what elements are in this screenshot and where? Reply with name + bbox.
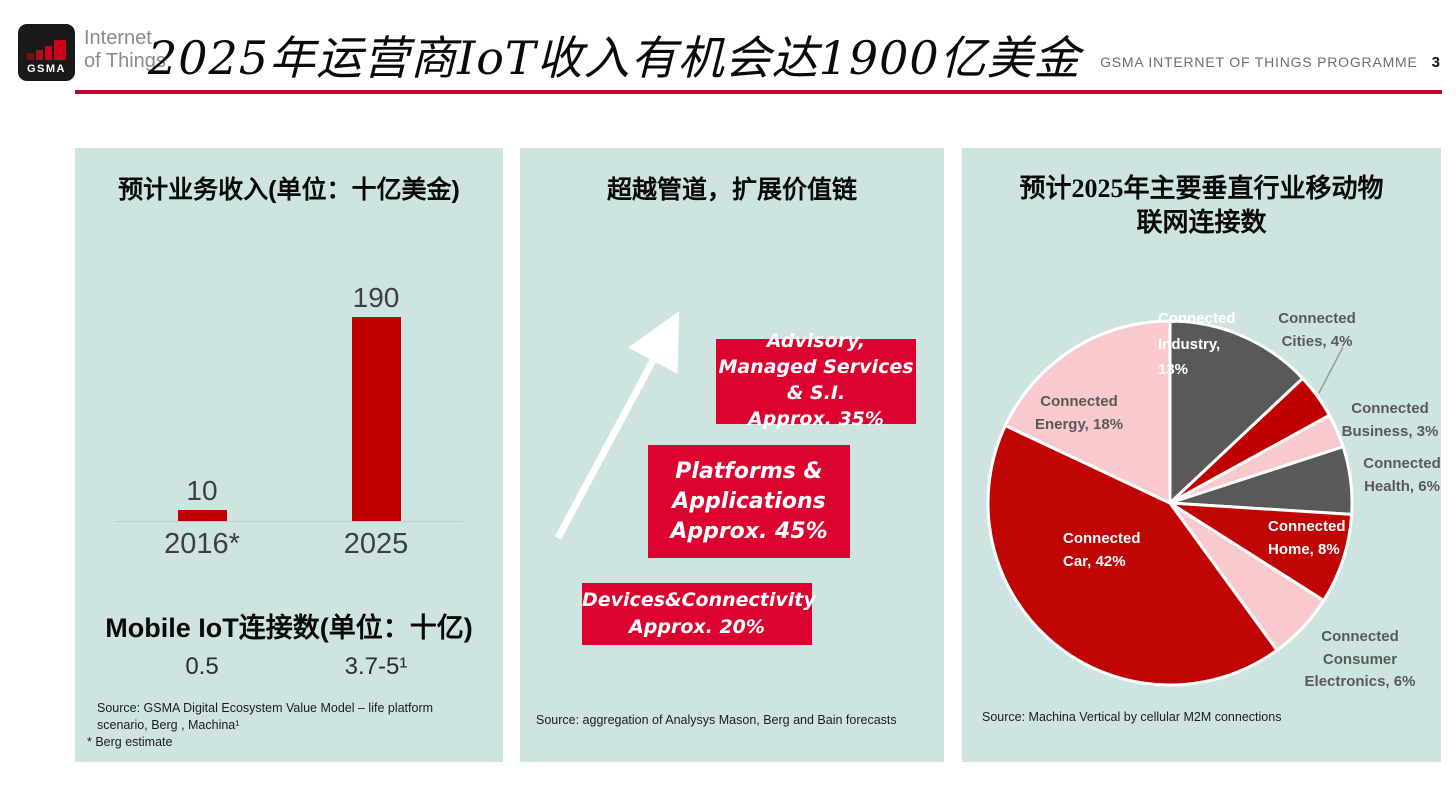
right-source-note: Source: Machina Vertical by cellular M2M… [982,710,1282,724]
middle-source-note: Source: aggregation of Analysys Mason, B… [536,713,897,727]
programme-text: GSMA INTERNET OF THINGS PROGRAMME [1100,54,1418,70]
cities-leader-line [1318,346,1344,394]
advisory-line1: Advisory, [766,330,866,352]
connection-values: 0.5 3.7-5¹ [115,653,463,681]
slide-title: 2025年运营商IoT收入有机会达1900亿美金 [148,31,1081,85]
connection-value-2025: 3.7-5¹ [344,653,408,680]
pie-label-connected-consumer-electronics: Connected Consumer Electronics, 6% [1304,628,1416,690]
page-number: 3 [1431,54,1440,71]
logo-subtitle-line1: Internet [84,27,152,49]
pie-label-connected-energy: Connected Energy, 18% [1034,393,1124,433]
programme-label: GSMA INTERNET OF THINGS PROGRAMME 3 [1100,54,1440,71]
value-box-advisory: Advisory, Managed Services & S.I. Approx… [716,330,916,430]
platforms-line3: Approx. 45% [670,519,828,544]
pie-label-connected-industry: Connected Industry, 13% [1158,310,1236,378]
left-panel-title: 预计业务收入(单位：十亿美金) [118,176,460,204]
right-panel-title: 预计2025年主要垂直行业移动物 联网连接数 [962,172,1441,240]
advisory-line4: Approx. 35% [748,408,884,430]
advisory-line3: & S.I. [786,382,846,404]
bar-category-label: 2025 [343,528,409,560]
pie-label-connected-cities: Connected Cities, 4% [1278,310,1356,350]
bar-value-label: 10 [186,475,218,506]
advisory-line2: Managed Services [718,356,914,378]
bar-category-label: 2016* [164,528,240,560]
pie-slice-connected-car [986,424,1279,687]
pie-slice-connected-home [1168,501,1354,603]
right-title-line2: 联网连接数 [1136,208,1267,237]
pie-label-connected-health: Connected Health, 6% [1363,455,1441,495]
mobile-iot-heading: Mobile IoT连接数(单位：十亿) [105,613,473,643]
panel-value-chain: 超越管道，扩展价值链 Advisory, Managed Services & … [520,148,944,762]
pie-label-connected-home: Connected Home, 8% [1268,518,1346,558]
logo-subtitle-line2: of Things [84,50,166,72]
panel-forecast-revenue: 预计业务收入(单位：十亿美金) 10 190 2016* 2025 Mobile I… [75,148,503,762]
title-divider [75,90,1442,94]
pie-label-connected-business: Connected Business, 3% [1341,400,1439,440]
berg-estimate-note: * Berg estimate [87,734,173,749]
bar-chart-icon [27,40,66,60]
vertical-pie-chart [986,319,1354,687]
platforms-line1: Platforms & [675,459,823,484]
left-source-text: Source: GSMA Digital Ecosystem Value Mod… [97,701,434,732]
bar [177,510,227,521]
bar-value-label: 190 [352,282,400,313]
gsma-logo-label: GSMA [27,63,66,75]
devices-line1: Devices&Connectivity [582,589,816,611]
pie-slice-connected-energy [1003,319,1172,505]
value-box-platforms: Platforms & Applications Approx. 45% [648,445,850,558]
growth-arrow-icon [554,311,680,540]
right-title-line1: 预计2025年主要垂直行业移动物 [1019,174,1384,203]
revenue-bar-chart: 10 190 [115,282,463,522]
pie-slice-connected-industry [1168,319,1305,505]
middle-panel-title: 超越管道，扩展价值链 [606,176,857,204]
connection-value-2016: 0.5 [185,653,219,680]
bar-group-2025: 190 [316,282,436,521]
value-box-devices: Devices&Connectivity Approx. 20% [582,583,816,645]
gsma-logo: GSMA [18,24,75,81]
devices-line2: Approx. 20% [629,616,765,638]
pie-label-connected-car: Connected Car, 42% [1063,530,1141,570]
logo-subtitle: Internet of Things [84,27,166,73]
left-source-note: Source: GSMA Digital Ecosystem Value Mod… [87,700,472,751]
bar [351,317,401,521]
platforms-line2: Applications [672,489,826,514]
bar-chart-categories: 2016* 2025 [115,528,463,561]
panel-vertical-connections: 预计2025年主要垂直行业移动物 联网连接数 Connected Industr… [962,148,1441,762]
bar-group-2016*: 10 [142,475,262,521]
